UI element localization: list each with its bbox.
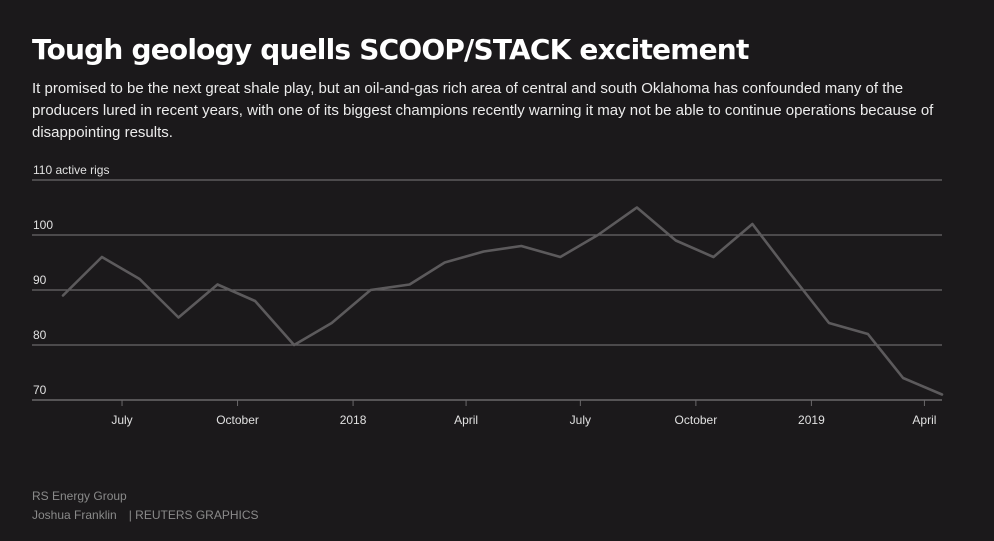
x-tick-label: July xyxy=(111,413,132,427)
x-tick-label: April xyxy=(454,413,478,427)
y-tick-label: 70 xyxy=(33,383,47,397)
x-axis: July October 2018 April July October 2019 April xyxy=(111,400,936,427)
series-layer xyxy=(61,206,944,396)
source-note: RS Energy Group xyxy=(32,489,127,503)
chart-subtitle: It promised to be the next great shale p… xyxy=(32,80,934,141)
x-tick-label: April xyxy=(912,413,936,427)
y-tick-label: 80 xyxy=(33,328,47,342)
series-line xyxy=(61,206,944,396)
y-tick-label: 90 xyxy=(33,273,47,287)
author-name: Joshua Franklin xyxy=(32,508,117,522)
x-tick-label: 2018 xyxy=(340,413,367,427)
x-tick-label: 2019 xyxy=(798,413,825,427)
x-tick-label: October xyxy=(675,413,718,427)
credit-line: Joshua Franklin | REUTERS GRAPHICS xyxy=(32,508,259,522)
y-tick-label: 110 active rigs xyxy=(33,163,109,177)
grid-layer: 110 active rigs 100 90 80 70 xyxy=(32,163,942,401)
rig-count-line-chart: 110 active rigs 100 90 80 70 July October 2018… xyxy=(32,163,944,427)
x-tick-label: July xyxy=(570,413,591,427)
x-tick-label: October xyxy=(216,413,259,427)
chart-title: Tough geology quells SCOOP/STACK excitem… xyxy=(32,33,749,66)
y-tick-label: 100 xyxy=(33,218,53,232)
agency-label: | REUTERS GRAPHICS xyxy=(128,508,259,522)
